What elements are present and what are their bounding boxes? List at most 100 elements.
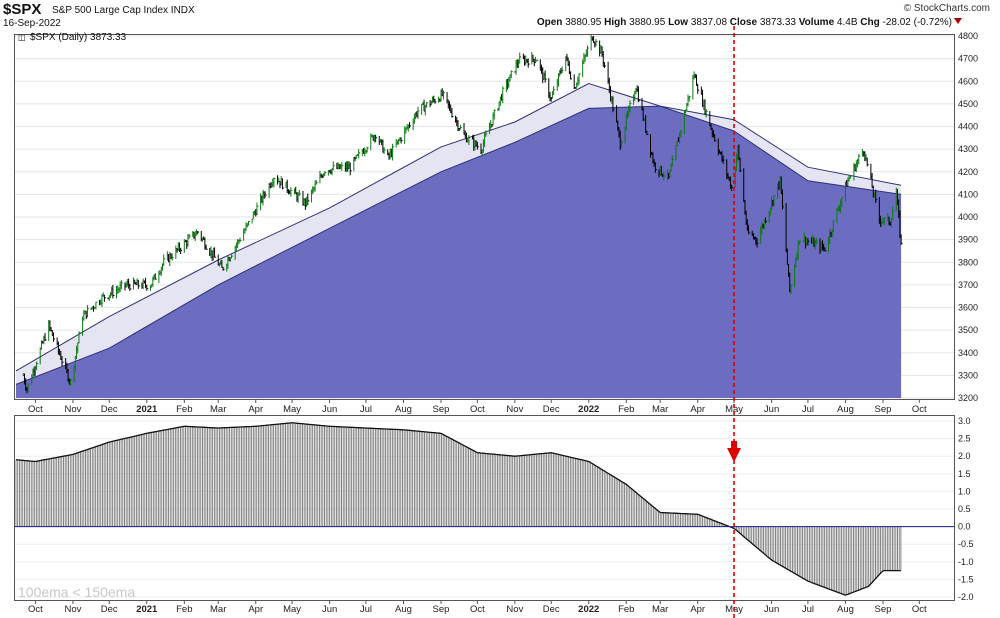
- ind-x-tick: Mar: [652, 604, 668, 615]
- ind-x-tick: Sep: [875, 604, 892, 615]
- price-x-tick: Feb: [176, 404, 192, 415]
- price-y-tick: 4100: [958, 189, 978, 199]
- price-y-tick: 3400: [958, 348, 978, 358]
- price-x-tick: Jun: [322, 404, 337, 415]
- high-value: 3880.95: [629, 17, 666, 28]
- ind-x-tick: Feb: [176, 604, 192, 615]
- price-y-tick: 4600: [958, 76, 978, 86]
- chart-header: $SPX S&P 500 Large Cap Index INDX 16-Sep…: [0, 0, 1000, 34]
- price-x-tick: 2021: [136, 404, 158, 415]
- price-x-tick: Mar: [210, 404, 226, 415]
- price-x-tick: Dec: [543, 404, 560, 415]
- ind-x-tick: Jun: [764, 604, 779, 615]
- volume-label: Volume: [798, 17, 835, 28]
- close-label: Close: [729, 17, 758, 28]
- down-arrow-marker-stem: [731, 441, 738, 449]
- brand-label: © StockCharts.com: [903, 3, 990, 14]
- price-y-tick: 3300: [958, 370, 978, 380]
- price-x-tick: Apr: [248, 404, 263, 415]
- ind-y-tick: 2.0: [958, 451, 971, 461]
- open-label: Open: [536, 17, 563, 28]
- ind-x-tick: Oct: [28, 604, 43, 615]
- price-x-tick: Nov: [64, 404, 81, 415]
- quote-date: 16-Sep-2022: [3, 18, 61, 29]
- legend-icon: ◫: [18, 33, 26, 42]
- high-label: High: [604, 17, 627, 28]
- price-y-tick: 4000: [958, 212, 978, 222]
- price-x-tick: Aug: [395, 404, 412, 415]
- price-panel-frame: [14, 34, 955, 400]
- price-x-tick: May: [725, 404, 743, 415]
- price-y-tick: 3500: [958, 325, 978, 335]
- price-x-tick: Jun: [764, 404, 779, 415]
- price-x-tick: Oct: [912, 404, 927, 415]
- price-x-tick: Aug: [837, 404, 854, 415]
- ind-y-tick: -2.0: [958, 592, 974, 602]
- ind-x-tick: Apr: [248, 604, 263, 615]
- price-x-tick: Apr: [690, 404, 705, 415]
- price-y-tick: 3600: [958, 303, 978, 313]
- open-value: 3880.95: [565, 17, 602, 28]
- low-label: Low: [668, 17, 689, 28]
- price-x-tick: Jul: [802, 404, 814, 415]
- ind-x-tick: Jun: [322, 604, 337, 615]
- ticker-symbol: $SPX: [3, 1, 42, 18]
- down-arrow-marker-icon: [727, 448, 742, 462]
- ind-y-tick: 0.5: [958, 504, 971, 514]
- ind-x-tick: Oct: [912, 604, 927, 615]
- ind-x-tick: Aug: [395, 604, 412, 615]
- price-x-tick: Mar: [652, 404, 668, 415]
- ind-x-tick: Aug: [837, 604, 854, 615]
- price-y-tick: 4400: [958, 122, 978, 132]
- ind-x-tick: Oct: [470, 604, 485, 615]
- price-y-tick: 4800: [958, 31, 978, 41]
- ind-y-tick: -1.0: [958, 557, 974, 567]
- ind-x-tick: 2021: [136, 604, 158, 615]
- down-arrow-icon: [954, 18, 962, 24]
- ema-150-line: [15, 105, 902, 385]
- price-x-tick: Sep: [875, 404, 892, 415]
- ind-x-tick: Nov: [506, 604, 523, 615]
- ind-x-tick: Apr: [690, 604, 705, 615]
- price-y-tick: 3700: [958, 280, 978, 290]
- price-x-tick: 2022: [578, 404, 599, 415]
- price-y-tick: 4500: [958, 99, 978, 109]
- indicator-label: 100ema < 150ema: [18, 584, 135, 600]
- chg-label: Chg: [860, 17, 880, 28]
- price-x-tick: Dec: [101, 404, 118, 415]
- ind-y-tick: 1.0: [958, 486, 971, 496]
- price-x-tick: Nov: [506, 404, 523, 415]
- ind-y-tick: 1.5: [958, 469, 971, 479]
- quote-line: Open 3880.95 High 3880.95 Low 3837.08 Cl…: [537, 17, 952, 28]
- price-x-tick: Oct: [28, 404, 43, 415]
- ind-x-tick: Jul: [360, 604, 372, 615]
- ind-x-tick: 2022: [578, 604, 599, 615]
- ind-x-tick: Dec: [101, 604, 118, 615]
- price-legend: $SPX (Daily) 3873.33: [30, 32, 127, 43]
- price-x-tick: Jul: [360, 404, 372, 415]
- ema-100-line: [15, 82, 902, 372]
- ind-x-tick: Feb: [618, 604, 634, 615]
- ind-x-tick: Nov: [64, 604, 81, 615]
- ind-x-tick: Mar: [210, 604, 226, 615]
- price-y-tick: 3200: [958, 393, 978, 403]
- ind-x-tick: Dec: [543, 604, 560, 615]
- volume-value: 4.4B: [836, 17, 858, 28]
- ind-y-tick: 3.0: [958, 416, 971, 426]
- chg-value: -28.02 (-0.72%): [882, 17, 952, 28]
- price-y-tick: 4200: [958, 167, 978, 177]
- indicator-panel-frame: [14, 415, 955, 601]
- ind-x-tick: May: [283, 604, 301, 615]
- price-x-tick: May: [283, 404, 301, 415]
- ema-area: [16, 106, 902, 398]
- ind-y-tick: 2.5: [958, 434, 971, 444]
- price-y-tick: 3800: [958, 257, 978, 267]
- price-y-tick: 4300: [958, 144, 978, 154]
- ind-x-tick: Jul: [802, 604, 814, 615]
- security-name: S&P 500 Large Cap Index INDX: [52, 5, 195, 16]
- low-value: 3837.08: [690, 17, 728, 28]
- ind-y-tick: 0.0: [958, 522, 971, 532]
- close-value: 3873.33: [759, 17, 796, 28]
- price-y-tick: 3900: [958, 235, 978, 245]
